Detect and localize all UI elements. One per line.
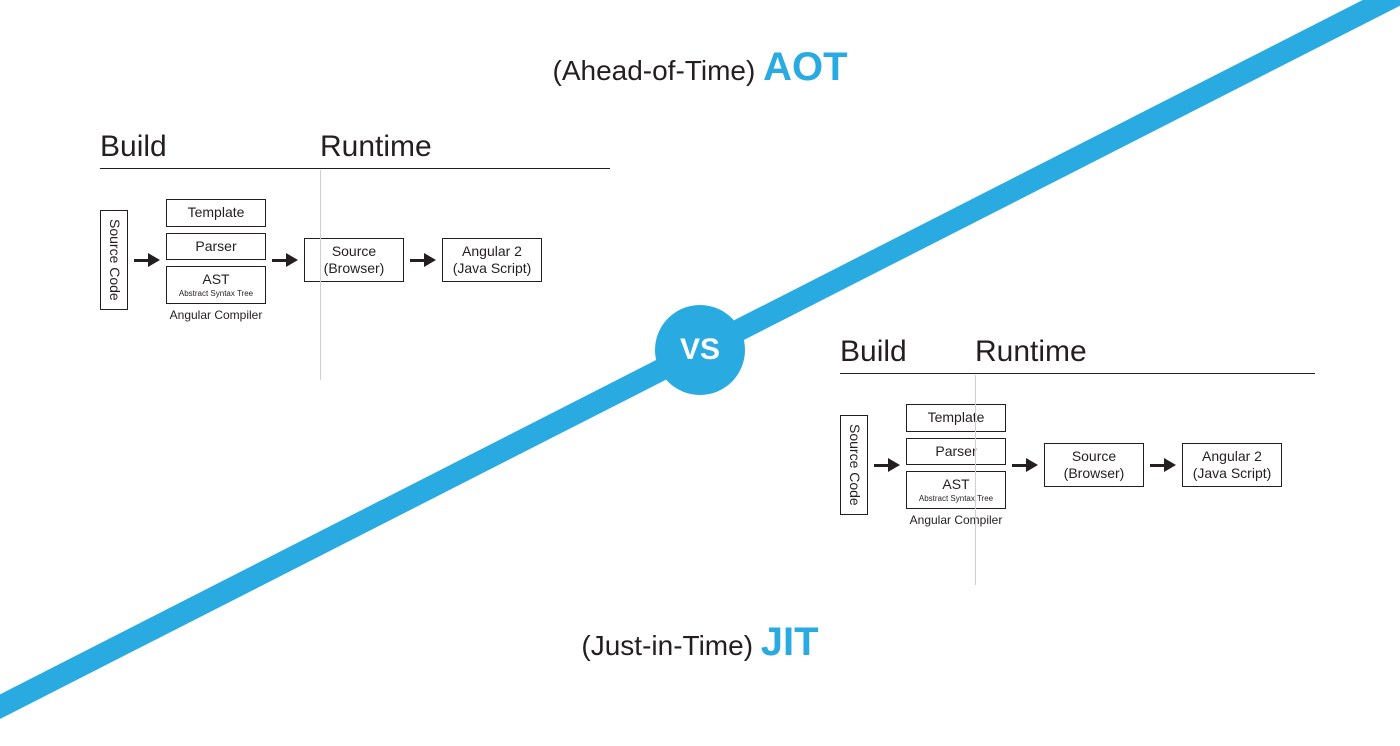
arrow-icon [410,253,436,267]
title-aot: (Ahead-of-Time) AOT [552,45,847,90]
aot-ast-sublabel: Abstract Syntax Tree [179,289,253,299]
title-jit: (Just-in-Time) JIT [581,620,818,665]
source-browser-l2: (Browser) [1064,465,1125,483]
aot-source-code-box: Source Code [100,210,128,310]
jit-compiler-stack: Template Parser AST Abstract Syntax Tree [906,404,1006,509]
source-browser-l2: (Browser) [324,260,385,278]
jit-source-browser-box: Source (Browser) [1044,443,1144,487]
jit-panel: Build Runtime Source Code Template Parse… [840,335,1315,527]
angular2-l2: (Java Script) [1193,465,1272,483]
source-browser-l1: Source [1072,448,1116,466]
aot-compiler-stack: Template Parser AST Abstract Syntax Tree [166,199,266,304]
vs-badge: VS [655,305,745,395]
jit-phase-headers: Build Runtime [840,335,1315,374]
jit-compiler-label: Angular Compiler [906,513,1006,527]
arrow-icon [1012,458,1038,472]
aot-phase-headers: Build Runtime [100,130,610,169]
jit-template-box: Template [906,404,1006,432]
aot-build-header: Build [100,130,320,169]
source-browser-l1: Source [332,243,376,261]
aot-subtitle: (Ahead-of-Time) [552,55,755,86]
jit-parser-box: Parser [906,438,1006,466]
jit-angular2-box: Angular 2 (Java Script) [1182,443,1282,487]
aot-parser-box: Parser [166,233,266,261]
aot-phase-divider [320,170,321,380]
aot-flow: Source Code Template Parser AST Abstract… [100,199,610,322]
jit-phase-divider [975,375,976,585]
aot-ast-box: AST Abstract Syntax Tree [166,266,266,304]
jit-subtitle: (Just-in-Time) [581,630,753,661]
aot-ast-label: AST [202,271,229,289]
arrow-icon [134,253,160,267]
aot-compiler-stack-wrap: Template Parser AST Abstract Syntax Tree… [166,199,266,322]
jit-build-header: Build [840,335,975,374]
aot-runtime-header: Runtime [320,130,610,169]
jit-flow: Source Code Template Parser AST Abstract… [840,404,1315,527]
aot-panel: Build Runtime Source Code Template Parse… [100,130,610,322]
jit-ast-label: AST [942,476,969,494]
jit-ast-sublabel: Abstract Syntax Tree [919,494,993,504]
aot-template-box: Template [166,199,266,227]
aot-acronym: AOT [763,45,847,89]
aot-compiler-label: Angular Compiler [166,308,266,322]
vs-text: VS [680,333,720,367]
jit-compiler-stack-wrap: Template Parser AST Abstract Syntax Tree… [906,404,1006,527]
angular2-l1: Angular 2 [462,243,522,261]
arrow-icon [874,458,900,472]
jit-source-code-box: Source Code [840,415,868,515]
aot-angular2-box: Angular 2 (Java Script) [442,238,542,282]
jit-ast-box: AST Abstract Syntax Tree [906,471,1006,509]
arrow-icon [272,253,298,267]
jit-acronym: JIT [761,620,819,664]
arrow-icon [1150,458,1176,472]
angular2-l1: Angular 2 [1202,448,1262,466]
aot-source-browser-box: Source (Browser) [304,238,404,282]
jit-runtime-header: Runtime [975,335,1315,374]
angular2-l2: (Java Script) [453,260,532,278]
